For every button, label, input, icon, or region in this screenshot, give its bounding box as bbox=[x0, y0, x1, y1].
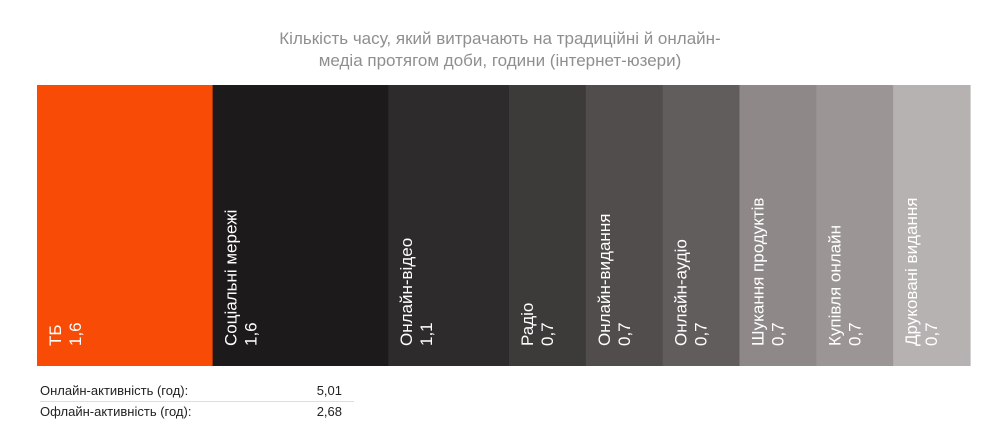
online-activity-label: Онлайн-активність (год): bbox=[40, 383, 189, 398]
block-label-2: Соціальні мережі 1,6 bbox=[222, 210, 261, 346]
value-label: 1,6 bbox=[242, 322, 261, 346]
offline-activity-row: Офлайн-активність (год): 2,68 bbox=[40, 401, 354, 422]
offline-activity-label: Офлайн-активність (год): bbox=[40, 404, 192, 419]
activity-summary: Онлайн-активність (год): 5,01 Офлайн-акт… bbox=[40, 381, 354, 422]
block-9 bbox=[893, 85, 971, 366]
category-label: Друковані видання bbox=[902, 198, 921, 346]
value-label: 0,7 bbox=[922, 322, 941, 346]
block-label-5: Онлайн-видання 0,7 bbox=[595, 214, 634, 346]
category-label: Онлайн-видання bbox=[595, 214, 614, 346]
block-2 bbox=[212, 85, 389, 366]
online-activity-row: Онлайн-активність (год): 5,01 bbox=[40, 381, 354, 401]
block-label-8: Купівля онлайн 0,7 bbox=[825, 225, 864, 346]
value-label: 0,7 bbox=[845, 322, 864, 346]
value-label: 0,7 bbox=[768, 322, 787, 346]
value-label: 0,7 bbox=[538, 322, 557, 346]
block-label-6: Онлайн-аудіо 0,7 bbox=[672, 239, 711, 346]
chart-title-line-1: Кількість часу, який витрачають на тради… bbox=[279, 29, 721, 48]
block-label-9: Друковані видання 0,7 bbox=[902, 198, 941, 346]
value-label: 1,6 bbox=[66, 322, 85, 346]
chart-title-line-2: медіа протягом доби, години (інтернет-юз… bbox=[318, 51, 682, 70]
offline-activity-value: 2,68 bbox=[316, 404, 342, 419]
category-label: Радіо bbox=[518, 303, 537, 346]
category-label: Соціальні мережі bbox=[222, 210, 241, 346]
block-6 bbox=[662, 85, 741, 366]
block-label-4: Радіо 0,7 bbox=[518, 303, 557, 346]
value-label: 0,7 bbox=[615, 322, 634, 346]
online-activity-value: 5,01 bbox=[316, 383, 342, 398]
block-7 bbox=[739, 85, 817, 366]
block-5 bbox=[585, 85, 664, 366]
value-label: 1,1 bbox=[417, 322, 436, 346]
block-label-1: ТБ 1,6 bbox=[46, 322, 85, 346]
block-3 bbox=[388, 85, 510, 366]
category-label: Купівля онлайн bbox=[825, 225, 844, 346]
block-1 bbox=[37, 85, 214, 366]
chart-title: Кількість часу, який витрачають на тради… bbox=[0, 28, 1000, 72]
block-label-7: Шукання продуктів 0,7 bbox=[748, 198, 787, 346]
category-label: ТБ bbox=[46, 324, 65, 346]
category-label: Онлайн-аудіо bbox=[672, 239, 691, 346]
value-label: 0,7 bbox=[692, 322, 711, 346]
block-8 bbox=[816, 85, 894, 366]
block-label-3: Онлайн-відео 1,1 bbox=[397, 238, 436, 346]
category-label: Шукання продуктів bbox=[748, 198, 767, 346]
category-label: Онлайн-відео bbox=[397, 238, 416, 346]
block-4 bbox=[508, 85, 587, 366]
